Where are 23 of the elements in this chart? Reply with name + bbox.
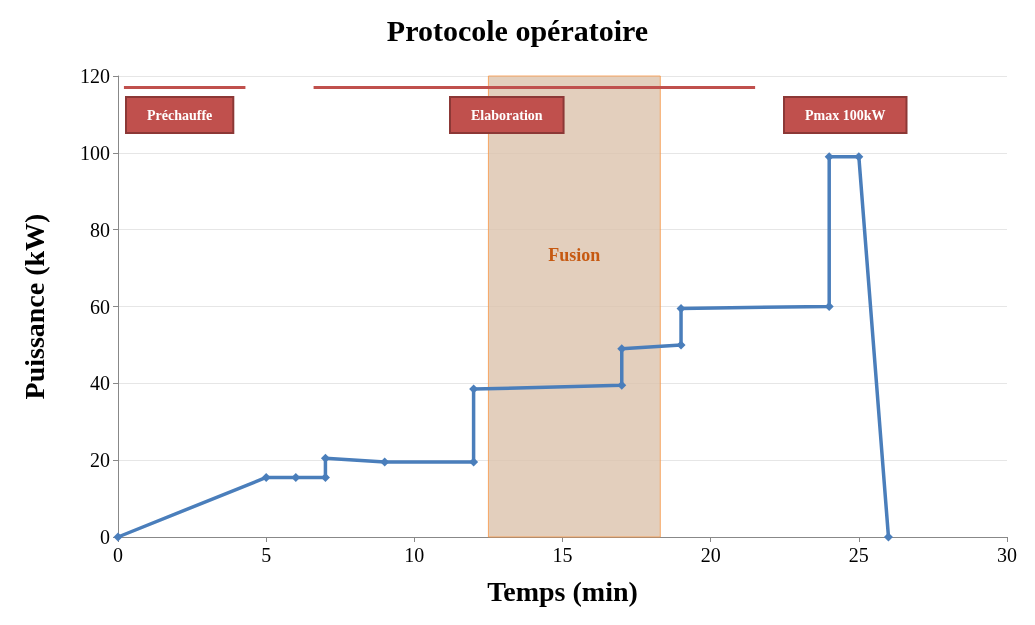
y-axis-title: Puissance (kW) xyxy=(18,213,50,400)
x-tick-label: 5 xyxy=(261,544,272,566)
x-tick-label: 20 xyxy=(700,544,721,566)
annotation: Préchauffe xyxy=(147,107,213,123)
point xyxy=(854,152,864,162)
point xyxy=(320,453,330,463)
x-tick-label: 10 xyxy=(404,544,425,566)
x-axis-title: Temps (min) xyxy=(487,575,638,607)
x-tick-label: 30 xyxy=(997,544,1017,566)
y-tick-label: 0 xyxy=(100,526,110,548)
y-tick-label: 100 xyxy=(80,141,110,164)
y-tick-label: 40 xyxy=(90,372,110,395)
chart-title: Protocole opératoire xyxy=(386,13,649,47)
point xyxy=(676,340,686,350)
y-tick-label: 120 xyxy=(80,65,110,87)
y-tick-label: 20 xyxy=(90,449,110,472)
band-label: Fusion xyxy=(548,244,601,265)
y-tick-label: 80 xyxy=(90,218,110,241)
x-tick-label: 25 xyxy=(848,544,869,566)
annotation: Pmax 100kW xyxy=(805,107,886,123)
annotation: Elaboration xyxy=(471,107,543,123)
y-tick-label: 60 xyxy=(90,295,110,318)
x-tick-label: 15 xyxy=(552,544,573,566)
